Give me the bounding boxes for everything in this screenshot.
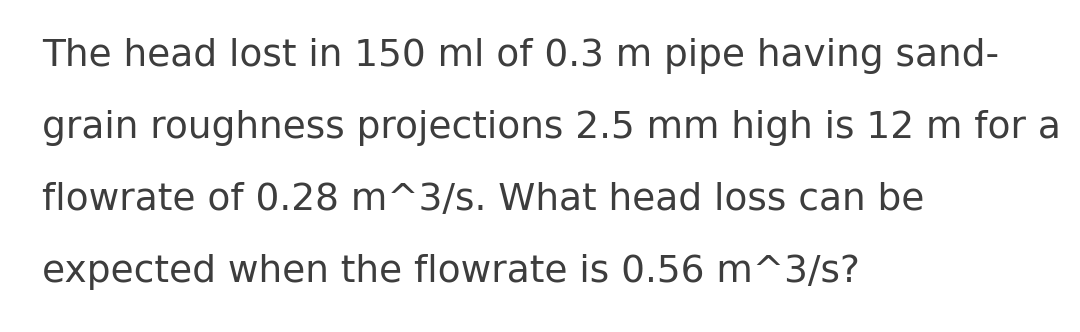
Text: flowrate of 0.28 m^3/s. What head loss can be: flowrate of 0.28 m^3/s. What head loss c… (42, 182, 924, 218)
Text: expected when the flowrate is 0.56 m^3/s?: expected when the flowrate is 0.56 m^3/s… (42, 254, 860, 290)
Text: The head lost in 150 ml of 0.3 m pipe having sand-: The head lost in 150 ml of 0.3 m pipe ha… (42, 38, 999, 74)
Text: grain roughness projections 2.5 mm high is 12 m for a: grain roughness projections 2.5 mm high … (42, 110, 1061, 146)
